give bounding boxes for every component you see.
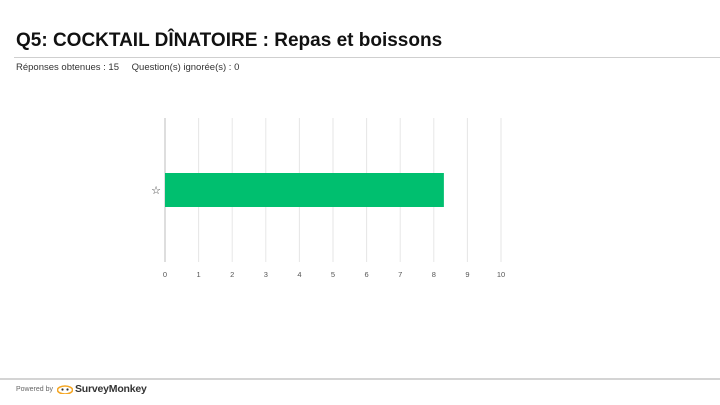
skipped-count: Question(s) ignorée(s) : 0 (131, 62, 240, 73)
brand-name: SurveyMonkey (74, 383, 147, 395)
footer: Powered by SurveyMonkey (16, 383, 147, 395)
powered-by-label: Powered by (16, 385, 53, 393)
x-tick-label-3: 3 (264, 270, 268, 279)
surveymonkey-icon (56, 384, 73, 394)
surveymonkey-logo: SurveyMonkey (56, 383, 147, 395)
x-tick-label-2: 2 (230, 270, 234, 279)
bar-0 (165, 173, 444, 207)
x-tick-label-0: 0 (163, 270, 167, 279)
x-tick-label-10: 10 (497, 270, 505, 279)
page-title: Q5: COCKTAIL DÎNATOIRE : Repas et boisso… (16, 30, 443, 51)
x-tick-label-6: 6 (365, 270, 369, 279)
category-label-0: ☆ (151, 184, 161, 197)
x-tick-label-1: 1 (197, 270, 201, 279)
responses-count: Réponses obtenues : 15 (16, 62, 119, 73)
x-tick-label-4: 4 (297, 270, 301, 279)
x-tick-label-9: 9 (465, 270, 469, 279)
footer-divider (0, 378, 720, 380)
x-tick-label-5: 5 (331, 270, 335, 279)
x-tick-label-7: 7 (398, 270, 402, 279)
response-stats: Réponses obtenues : 15 Question(s) ignor… (16, 62, 249, 73)
x-tick-label-8: 8 (432, 270, 436, 279)
title-divider (14, 57, 720, 58)
